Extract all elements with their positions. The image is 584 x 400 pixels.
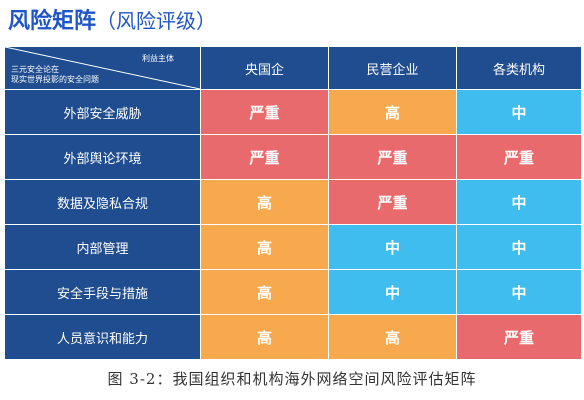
matrix-corner-header: 利益主体 三元安全论在 现实世界投影的安全问题 <box>4 46 201 90</box>
column-header-private: 民营企业 <box>328 46 457 90</box>
row-label: 安全手段与措施 <box>4 269 201 315</box>
corner-top-label: 利益主体 <box>142 54 174 63</box>
figure-caption: 图 3-2：我国组织和机构海外网络空间风险评估矩阵 <box>107 370 477 388</box>
corner-diagonal-line <box>5 47 200 89</box>
row-label: 数据及隐私合规 <box>4 179 201 225</box>
column-header-institutions: 各类机构 <box>456 46 582 90</box>
table-row: 数据及隐私合规 高 严重 中 <box>4 179 582 225</box>
risk-cell: 高 <box>200 179 329 225</box>
table-row: 安全手段与措施 高 中 中 <box>4 269 582 315</box>
row-label: 外部舆论环境 <box>4 134 201 180</box>
risk-cell: 中 <box>456 269 582 315</box>
risk-cell: 严重 <box>200 89 329 135</box>
risk-cell: 高 <box>328 314 457 360</box>
table-row: 人员意识和能力 高 高 严重 <box>4 314 582 360</box>
risk-cell: 高 <box>328 89 457 135</box>
column-header-soe: 央国企 <box>200 46 329 90</box>
risk-cell: 高 <box>200 269 329 315</box>
risk-cell: 中 <box>456 224 582 270</box>
risk-cell: 中 <box>456 89 582 135</box>
row-label: 内部管理 <box>4 224 201 270</box>
row-label: 人员意识和能力 <box>4 314 201 360</box>
title-sub: （风险评级） <box>96 9 217 33</box>
page-title: 风险矩阵（风险评级） <box>8 2 216 40</box>
row-label: 外部安全威胁 <box>4 89 201 135</box>
risk-cell: 严重 <box>456 314 582 360</box>
risk-matrix-table: 利益主体 三元安全论在 现实世界投影的安全问题 央国企 民营企业 各类机构 外部安… <box>4 46 582 360</box>
risk-cell: 高 <box>200 224 329 270</box>
risk-cell: 中 <box>328 269 457 315</box>
risk-cell: 中 <box>328 224 457 270</box>
risk-cell: 严重 <box>456 134 582 180</box>
risk-cell: 严重 <box>328 134 457 180</box>
table-row: 外部舆论环境 严重 严重 严重 <box>4 134 582 180</box>
title-main: 风险矩阵 <box>8 9 97 34</box>
risk-cell: 严重 <box>328 179 457 225</box>
risk-cell: 中 <box>456 179 582 225</box>
table-row: 内部管理 高 中 中 <box>4 224 582 270</box>
table-row: 外部安全威胁 严重 高 中 <box>4 89 582 135</box>
risk-cell: 高 <box>200 314 329 360</box>
corner-bottom-label: 三元安全论在 现实世界投影的安全问题 <box>11 65 99 84</box>
risk-cell: 严重 <box>200 134 329 180</box>
